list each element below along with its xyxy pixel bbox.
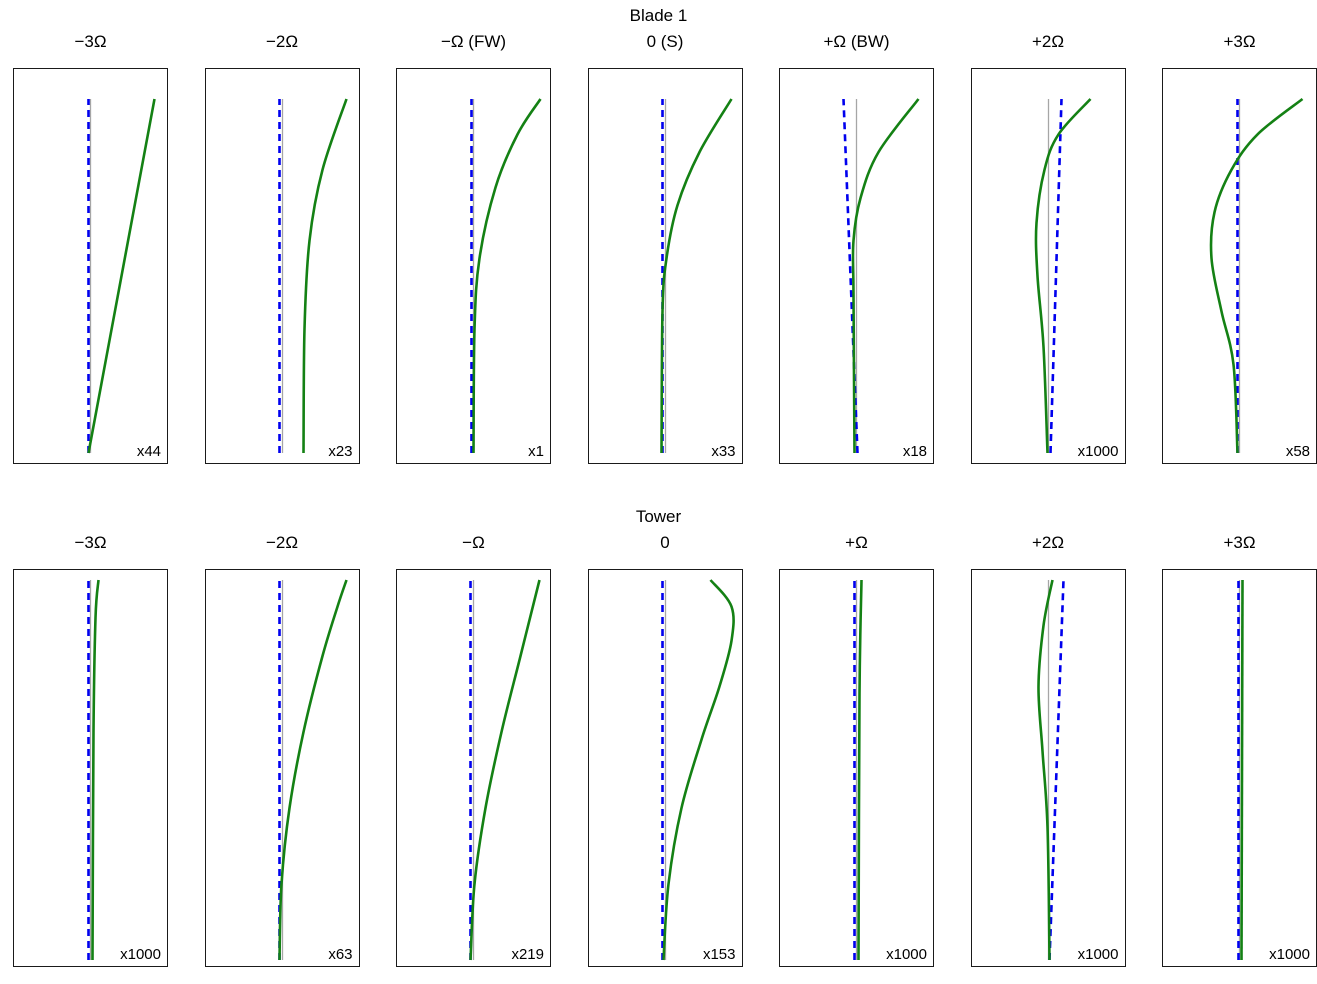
plot-canvas bbox=[470, 98, 542, 454]
blade-plots-row: −3Ω x44 −2Ω x23 −Ω (FW) x1 0 (S) x33 +Ω (BW) x18 +… bbox=[0, 30, 1317, 464]
subplot-title: +2Ω bbox=[1031, 32, 1065, 51]
subplot-title: −Ω (FW) bbox=[440, 32, 507, 51]
plot-canvas bbox=[1237, 579, 1244, 961]
solid-mode-curve bbox=[661, 579, 735, 961]
scale-factor-label: x58 bbox=[1285, 443, 1310, 460]
plot-box: x33 bbox=[587, 68, 743, 464]
scale-factor-label: x33 bbox=[711, 443, 736, 460]
subplot-cell: +2Ω x1000 bbox=[970, 30, 1126, 464]
plot-box: x1000 bbox=[970, 569, 1126, 967]
solid-mode-curve bbox=[87, 98, 156, 454]
subplot-title: −Ω bbox=[462, 533, 485, 552]
plot-canvas bbox=[853, 579, 863, 961]
subplot-cell: +3Ω x1000 bbox=[1162, 531, 1317, 967]
subplot-cell: −2Ω x23 bbox=[204, 30, 360, 464]
dashed-mode-curve bbox=[1047, 579, 1065, 961]
scale-factor-label: x1000 bbox=[1269, 946, 1310, 963]
subplot-cell: 0 x153 bbox=[587, 531, 743, 967]
subplot-title: +3Ω bbox=[1223, 533, 1256, 552]
plot-box: x44 bbox=[13, 68, 168, 464]
row-blade: Blade 1 −3Ω x44 −2Ω x23 −Ω (FW) x1 0 (S) x33 +Ω … bbox=[0, 4, 1317, 464]
subplot-title: +3Ω bbox=[1223, 32, 1256, 51]
scale-factor-label: x1000 bbox=[120, 946, 161, 963]
solid-mode-curve bbox=[659, 98, 733, 454]
subplot-cell: −3Ω x1000 bbox=[13, 531, 168, 967]
plot-box: x153 bbox=[587, 569, 743, 967]
subplot-title: −3Ω bbox=[74, 533, 107, 552]
subplot-cell: 0 (S) x33 bbox=[587, 30, 743, 464]
scale-factor-label: x153 bbox=[702, 946, 736, 963]
subplot-title: 0 bbox=[660, 533, 670, 552]
plot-box: x58 bbox=[1162, 68, 1317, 464]
plot-box: x23 bbox=[204, 68, 360, 464]
subplot-cell: +2Ω x1000 bbox=[970, 531, 1126, 967]
subplot-cell: −Ω x219 bbox=[396, 531, 551, 967]
solid-mode-curve bbox=[91, 579, 100, 961]
subplot-cell: +3Ω x58 bbox=[1162, 30, 1317, 464]
scale-factor-label: x23 bbox=[328, 443, 353, 460]
solid-mode-curve bbox=[469, 579, 541, 961]
row-tower: Tower −3Ω x1000 −2Ω x63 −Ω x219 0 x153 +Ω x1000 +2… bbox=[0, 505, 1317, 967]
plot-box: x1000 bbox=[13, 569, 168, 967]
solid-mode-curve bbox=[1034, 98, 1091, 454]
subplot-title: −2Ω bbox=[265, 32, 299, 51]
plot-canvas bbox=[277, 579, 348, 961]
plot-canvas bbox=[842, 98, 920, 454]
scale-factor-label: x1000 bbox=[1077, 946, 1119, 963]
scale-factor-label: x44 bbox=[136, 443, 161, 460]
plot-box: x1000 bbox=[970, 68, 1126, 464]
subplot-title: +2Ω bbox=[1031, 533, 1065, 552]
subplot-cell: −2Ω x63 bbox=[204, 531, 360, 967]
subplot-title: −2Ω bbox=[265, 533, 299, 552]
subplot-cell: +Ω (BW) x18 bbox=[779, 30, 934, 464]
plot-box: x219 bbox=[396, 569, 551, 967]
solid-mode-curve bbox=[857, 579, 863, 961]
scale-factor-label: x1000 bbox=[1077, 443, 1119, 460]
subplot-title: 0 (S) bbox=[646, 32, 684, 51]
dashed-mode-curve bbox=[1048, 98, 1063, 454]
scale-factor-label: x1000 bbox=[886, 946, 927, 963]
tower-plots-row: −3Ω x1000 −2Ω x63 −Ω x219 0 x153 +Ω x1000 +2Ω x1000… bbox=[0, 531, 1317, 967]
solid-mode-curve bbox=[1209, 97, 1304, 454]
solid-mode-curve bbox=[301, 98, 348, 454]
subplot-title: +Ω bbox=[845, 533, 868, 552]
plot-canvas bbox=[469, 579, 541, 961]
plot-canvas bbox=[87, 98, 156, 454]
solid-mode-curve bbox=[472, 98, 542, 454]
plot-box: x1000 bbox=[1162, 569, 1317, 967]
plot-canvas bbox=[1034, 98, 1091, 454]
row-title-tower: Tower bbox=[635, 507, 682, 526]
plot-box: x63 bbox=[204, 569, 360, 967]
solid-mode-curve bbox=[851, 98, 920, 454]
plot-box: x18 bbox=[779, 68, 934, 464]
scale-factor-label: x1 bbox=[528, 443, 544, 460]
plot-box: x1000 bbox=[779, 569, 934, 967]
subplot-cell: −Ω (FW) x1 bbox=[396, 30, 551, 464]
scale-factor-label: x219 bbox=[511, 946, 544, 963]
subplot-title: −3Ω bbox=[74, 32, 107, 51]
plot-canvas bbox=[1209, 97, 1304, 454]
solid-mode-curve bbox=[1036, 579, 1054, 961]
scale-factor-label: x63 bbox=[328, 946, 353, 963]
plot-canvas bbox=[659, 98, 733, 454]
subplot-cell: +Ω x1000 bbox=[779, 531, 934, 967]
plot-canvas bbox=[277, 98, 348, 454]
plot-canvas bbox=[87, 579, 100, 961]
subplot-title: +Ω (BW) bbox=[823, 32, 890, 51]
row-title-blade: Blade 1 bbox=[629, 6, 688, 25]
solid-mode-curve bbox=[1240, 579, 1244, 961]
plot-box: x1 bbox=[396, 68, 551, 464]
scale-factor-label: x18 bbox=[902, 443, 927, 460]
solid-mode-curve bbox=[277, 579, 348, 961]
plot-canvas bbox=[1036, 579, 1065, 961]
plot-canvas bbox=[660, 579, 735, 961]
subplot-cell: −3Ω x44 bbox=[13, 30, 168, 464]
